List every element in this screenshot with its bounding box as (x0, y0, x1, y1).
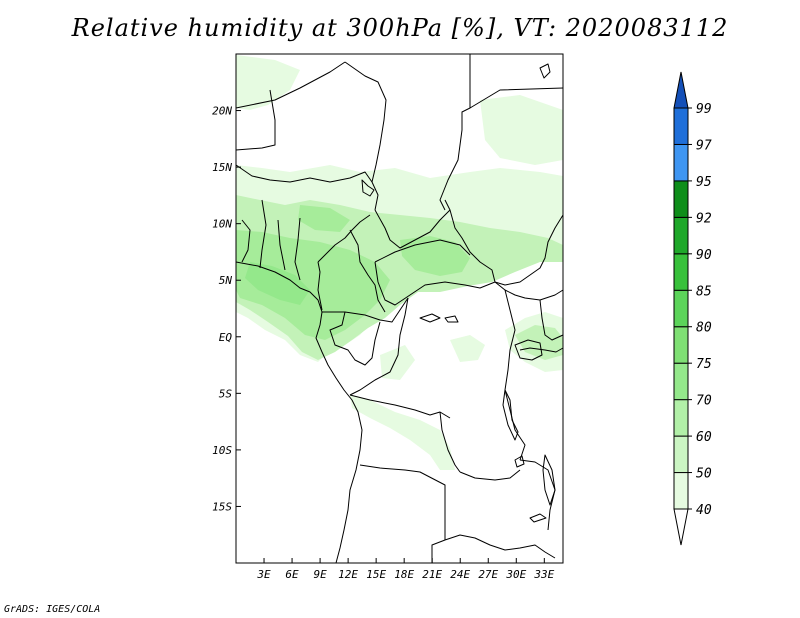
border-line (519, 347, 564, 353)
lon-label: 9E (313, 568, 327, 581)
colorbar-label: 85 (696, 284, 712, 299)
lake-outline (361, 179, 375, 197)
chart-title: Relative humidity at 300hPa [%], VT: 202… (71, 14, 729, 42)
border-line (449, 209, 496, 283)
humidity-region-light (236, 55, 300, 110)
lake-outline (419, 313, 441, 323)
colorbar: 40 50 60 70 75 80 85 90 92 95 97 99 (673, 71, 712, 546)
lon-label: 15E (366, 568, 386, 581)
humidity-region-high (400, 236, 470, 276)
humidity-region-high (245, 262, 310, 305)
lon-label: 12E (338, 568, 358, 581)
colorbar-label: 90 (696, 248, 712, 263)
border-line (539, 299, 564, 341)
lat-label: 15N (212, 161, 232, 174)
colorbar-label: 75 (696, 357, 712, 372)
lon-label: 24E (450, 568, 470, 581)
lake-outline (444, 315, 459, 323)
humidity-region-light (450, 335, 485, 362)
colorbar-segment (673, 399, 689, 437)
lon-label: 27E (478, 568, 498, 581)
colorbar-segment (673, 472, 689, 510)
longitude-labels: 3E 6E 9E 12E 15E 18E 21E 24E 27E 30E 33E (256, 558, 555, 581)
border-line (317, 214, 371, 263)
colorbar-label: 40 (696, 503, 712, 518)
colorbar-segment (673, 180, 689, 218)
border-line (294, 217, 301, 281)
border-line (469, 87, 564, 109)
credit-text: GrADS: IGES/COLA (4, 604, 101, 615)
lat-label: 10S (212, 444, 232, 457)
lat-label: 5N (219, 274, 233, 287)
map-frame (235, 53, 564, 564)
border-line (235, 61, 346, 109)
border-line (344, 61, 387, 183)
lake-outline (514, 455, 525, 468)
border-line (459, 469, 521, 481)
border-line (349, 297, 409, 396)
colorbar-segment (673, 435, 689, 474)
colorbar-segment (673, 326, 689, 364)
border-line (439, 411, 461, 473)
lon-label: 3E (256, 568, 271, 581)
colorbar-label: 99 (696, 102, 712, 117)
lon-label: 18E (394, 568, 414, 581)
border-line (374, 199, 451, 249)
colorbar-segment (673, 143, 689, 182)
latitude-labels: 20N 15N 10N 5N EQ 5S 10S 15S (212, 105, 241, 513)
colorbar-max-triangle (673, 71, 689, 109)
humidity-shading (236, 55, 563, 470)
border-line (235, 89, 276, 151)
coastline (235, 261, 363, 564)
border-line (235, 164, 379, 211)
humidity-region-light (480, 95, 563, 165)
lat-label: 10N (212, 218, 232, 231)
border-line (317, 261, 323, 311)
lake-outline (542, 454, 556, 506)
border-line (519, 459, 556, 531)
colorbar-label: 95 (696, 175, 712, 190)
lon-label: 33E (533, 568, 554, 581)
country-borders (235, 54, 564, 564)
border-line (444, 534, 556, 559)
humidity-region-light (350, 395, 455, 470)
lat-label: 15S (212, 500, 232, 513)
colorbar-label: 92 (696, 211, 712, 226)
colorbar-segment (673, 289, 689, 328)
humidity-region-high (298, 205, 350, 232)
lon-label: 30E (505, 568, 526, 581)
border-line (329, 311, 381, 366)
lake-outline (502, 389, 519, 441)
border-line (359, 464, 446, 540)
border-line (439, 54, 471, 211)
border-line (277, 219, 286, 271)
border-line (494, 214, 564, 286)
colorbar-label: 60 (696, 430, 712, 445)
colorbar-segment (673, 253, 689, 291)
colorbar-segment (673, 216, 689, 255)
lat-label: 5S (219, 387, 233, 400)
colorbar-label: 80 (696, 321, 712, 336)
border-line (349, 229, 386, 313)
border-line (504, 289, 526, 461)
colorbar-label: 50 (696, 467, 712, 482)
lat-label: EQ (219, 331, 233, 344)
lon-label: 6E (285, 568, 299, 581)
lon-label: 21E (422, 568, 442, 581)
colorbar-min-triangle (673, 508, 689, 546)
humidity-region-light (380, 345, 415, 380)
lake-outline (529, 513, 547, 523)
lat-label: 20N (212, 105, 232, 118)
colorbar-label: 70 (696, 394, 712, 409)
colorbar-label: 97 (696, 138, 712, 153)
border-line (431, 539, 446, 563)
colorbar-segment (673, 362, 689, 401)
border-line (259, 199, 267, 269)
colorbar-segment (673, 107, 689, 145)
lake-outline (539, 63, 551, 79)
border-line (241, 219, 251, 263)
lake-outline (514, 339, 543, 361)
border-line (374, 239, 496, 306)
